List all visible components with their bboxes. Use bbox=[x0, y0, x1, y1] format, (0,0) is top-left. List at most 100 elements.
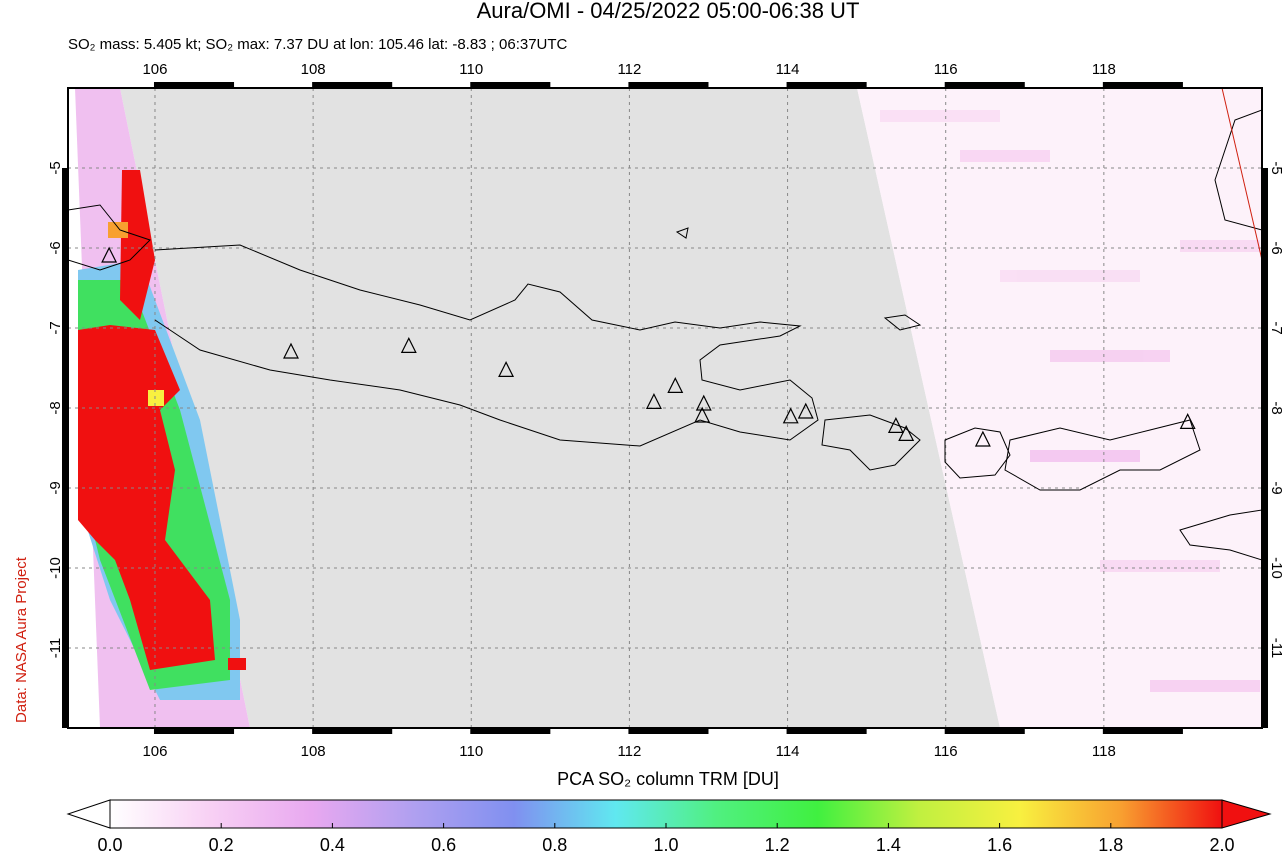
y-tick-label: -9 bbox=[47, 481, 64, 494]
frame-band bbox=[62, 488, 68, 568]
x-tick-label: 112 bbox=[617, 743, 641, 760]
colorbar-tick-label: 0.8 bbox=[542, 835, 567, 855]
volcano-marker bbox=[1179, 413, 1196, 429]
frame-band bbox=[1262, 568, 1268, 648]
frame-band bbox=[471, 728, 551, 734]
volcano-marker bbox=[694, 406, 711, 423]
title: Aura/OMI - 04/25/2022 05:00-06:38 UT bbox=[477, 0, 860, 23]
y-tick-label: -7 bbox=[1268, 321, 1285, 334]
colorbar-tick-label: 0.4 bbox=[320, 835, 345, 855]
frame-band bbox=[154, 728, 235, 734]
coastline bbox=[944, 427, 1011, 479]
frame-band bbox=[154, 82, 235, 88]
frame-band bbox=[1262, 408, 1268, 488]
frame-band bbox=[1262, 648, 1268, 728]
frame-band bbox=[471, 82, 551, 88]
y-tick-label: -11 bbox=[1268, 638, 1285, 659]
frame-band bbox=[62, 568, 68, 648]
colorbar-tick-label: 0.6 bbox=[431, 835, 456, 855]
frame-band bbox=[62, 248, 68, 328]
colorbar-tick-label: 0.0 bbox=[97, 835, 122, 855]
orange-pixel bbox=[108, 222, 128, 238]
y-tick-label: -9 bbox=[1268, 481, 1285, 494]
frame-band bbox=[62, 648, 68, 728]
x-tick-label: 110 bbox=[459, 743, 483, 760]
x-tick-label: 110 bbox=[459, 61, 483, 78]
volcano-marker bbox=[645, 393, 662, 409]
y-tick-label: -5 bbox=[47, 161, 64, 174]
yellow-pixel bbox=[148, 390, 164, 406]
y-tick-label: -11 bbox=[47, 638, 64, 659]
colorbar-extend-high bbox=[1221, 799, 1272, 829]
coastline bbox=[675, 227, 922, 331]
volcano-marker bbox=[667, 377, 684, 393]
x-tick-label: 118 bbox=[1092, 743, 1116, 760]
coastline bbox=[154, 244, 819, 447]
frame-band bbox=[313, 82, 393, 88]
volcano-markers bbox=[101, 246, 1196, 447]
y-tick-label: -8 bbox=[1268, 401, 1285, 414]
frame-band bbox=[787, 728, 867, 734]
track-line bbox=[1221, 88, 1262, 261]
frame-band bbox=[1262, 488, 1268, 568]
coastline bbox=[1179, 509, 1262, 561]
frame-band bbox=[945, 728, 1025, 734]
grid bbox=[68, 88, 1262, 728]
frame-band bbox=[313, 728, 393, 734]
colorbar-extend-low bbox=[66, 799, 111, 829]
coastline bbox=[68, 204, 151, 271]
colorbar: 0.0 0.2 0.4 0.6 0.8 1.0 1.2 1.4 1.6 1.8 2.0 bbox=[66, 799, 1272, 855]
frame-band bbox=[1262, 328, 1268, 408]
volcano-marker bbox=[797, 402, 814, 419]
x-tick-label: 114 bbox=[776, 743, 800, 760]
frame-band bbox=[1262, 168, 1268, 248]
frame-band bbox=[629, 728, 709, 734]
frame-band bbox=[945, 82, 1025, 88]
volcano-marker bbox=[887, 417, 904, 433]
volcano-marker bbox=[974, 430, 991, 447]
credit: Data: NASA Aura Project bbox=[13, 556, 30, 723]
x-tick-label: 106 bbox=[142, 61, 167, 78]
volcano-marker bbox=[283, 342, 299, 359]
coastline bbox=[1004, 419, 1201, 491]
x-tick-label: 106 bbox=[142, 743, 167, 760]
volcano-marker bbox=[400, 337, 417, 353]
frame-band bbox=[62, 168, 68, 248]
red-pixels bbox=[78, 325, 215, 670]
y-tick-label: -10 bbox=[1268, 557, 1285, 579]
x-tick-label: 118 bbox=[1092, 61, 1116, 78]
y-tick-label: -10 bbox=[47, 557, 64, 579]
y-tick-label: -5 bbox=[1268, 161, 1285, 174]
colorbar-tick-label: 0.2 bbox=[209, 835, 234, 855]
colorbar-tick-label: 1.2 bbox=[765, 835, 790, 855]
y-tick-label: -7 bbox=[47, 321, 64, 334]
frame-band bbox=[1103, 728, 1183, 734]
volcano-marker bbox=[101, 246, 118, 263]
x-tick-label: 114 bbox=[776, 61, 800, 78]
red-pixels bbox=[120, 170, 155, 320]
map-area bbox=[68, 88, 1262, 728]
frame-band bbox=[1262, 248, 1268, 328]
y-tick-label: -8 bbox=[47, 401, 64, 414]
volcano-marker bbox=[498, 361, 515, 377]
x-tick-label: 108 bbox=[301, 743, 326, 760]
x-tick-label: 112 bbox=[617, 61, 641, 78]
colorbar-label: PCA SO₂ column TRM [DU] bbox=[557, 769, 779, 789]
coastline bbox=[1214, 109, 1262, 231]
colorbar-tick-label: 2.0 bbox=[1209, 835, 1234, 855]
axes: 106 106 108 108 110 110 112 112 114 114 116 116 118 1… bbox=[47, 61, 1285, 760]
volcano-marker bbox=[898, 425, 915, 441]
x-tick-label: 108 bbox=[301, 61, 326, 78]
y-tick-label: -6 bbox=[47, 241, 64, 254]
colorbar-tick-label: 1.0 bbox=[653, 835, 678, 855]
frame-band bbox=[787, 82, 867, 88]
volcano-marker bbox=[782, 407, 799, 424]
frame-band bbox=[629, 82, 709, 88]
colorbar-tick-label: 1.6 bbox=[987, 835, 1012, 855]
frame-band bbox=[62, 408, 68, 488]
subtitle: SO₂ mass: 5.405 kt; SO₂ max: 7.37 DU at … bbox=[68, 36, 568, 53]
x-tick-label: 116 bbox=[934, 743, 958, 760]
y-tick-label: -6 bbox=[1268, 241, 1285, 254]
red-pixel bbox=[228, 658, 246, 670]
